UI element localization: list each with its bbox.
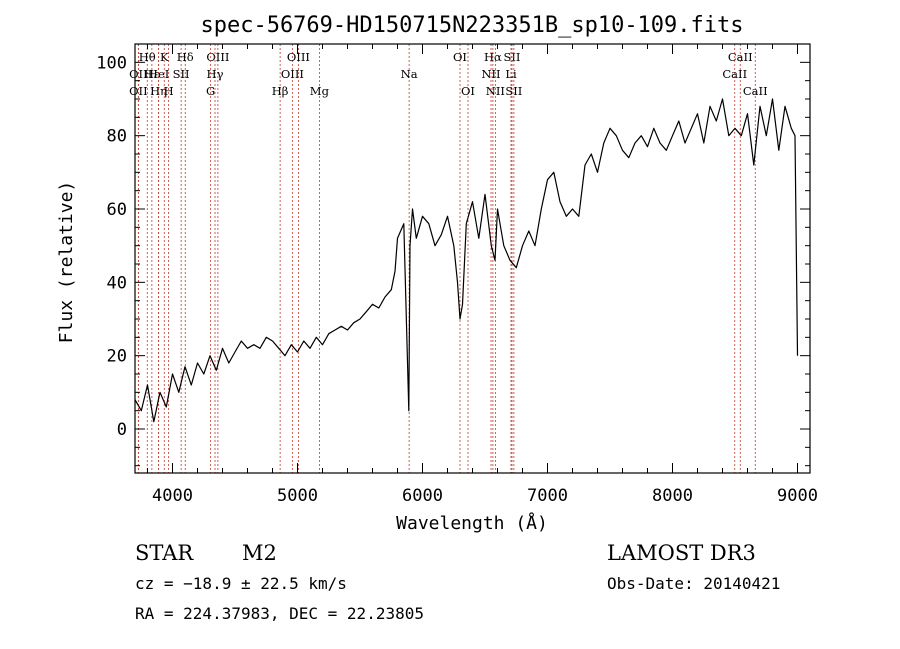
line-marker-label: NII <box>481 67 500 81</box>
y-tick-label: 100 <box>96 53 127 73</box>
line-marker-label: Hδ <box>177 50 194 64</box>
line-marker-label: H <box>164 84 174 98</box>
y-tick-label: 40 <box>107 273 127 293</box>
y-tick-label: 0 <box>117 420 127 440</box>
line-marker-label: Mg <box>310 84 330 98</box>
x-tick-label: 9000 <box>777 486 818 506</box>
x-axis-ticks: 4000 5000 6000 7000 8000 9000 <box>147 44 818 506</box>
y-axis-label: Flux (relative) <box>56 181 77 344</box>
line-marker-label: K <box>160 50 169 64</box>
plot-frame <box>134 43 811 474</box>
line-marker-label: OII <box>129 84 148 98</box>
y-tick-label: 20 <box>107 347 127 367</box>
line-marker-label: Hγ <box>207 67 224 81</box>
line-marker-label: CaII <box>743 84 768 98</box>
line-marker-label: Na <box>401 67 418 81</box>
line-marker-label: NII <box>486 84 505 98</box>
line-marker-label: Hε <box>144 67 160 81</box>
x-axis-label: Wavelength (Å) <box>396 512 548 534</box>
x-tick-label: 7000 <box>527 486 568 506</box>
line-marker-label: Hα <box>484 50 502 64</box>
survey-name: LAMOST DR3 <box>607 541 756 565</box>
x-tick-label: 6000 <box>402 486 443 506</box>
subclass: M2 <box>242 541 277 565</box>
line-marker-label: Hη <box>150 84 167 98</box>
y-axis-ticks: 0 20 40 60 80 100 <box>96 53 810 467</box>
line-marker-label: G <box>206 84 215 98</box>
line-marker-label: CaII <box>722 67 747 81</box>
line-marker-label: Li <box>505 67 517 81</box>
line-marker-label: SII <box>504 50 521 64</box>
line-marker-label: SII <box>173 67 190 81</box>
line-marker-label: OIII <box>281 67 304 81</box>
line-marker-label: HeI <box>148 67 169 81</box>
line-marker-label: Hβ <box>272 84 289 98</box>
line-marker-label: OIII <box>206 50 229 64</box>
line-marker-label: SII <box>505 84 522 98</box>
y-tick-label: 80 <box>107 127 127 147</box>
spectrum-line <box>134 98 799 423</box>
y-tick-label: 60 <box>107 200 127 220</box>
line-marker-label: OI <box>461 84 475 98</box>
x-tick-label: 5000 <box>277 486 318 506</box>
line-marker-label: OI <box>453 50 467 64</box>
line-marker-label: CaII <box>728 50 753 64</box>
x-tick-label: 4000 <box>152 486 193 506</box>
line-marker-label: OIII <box>287 50 310 64</box>
chart-title: spec-56769-HD150715N223351B_sp10-109.fit… <box>200 13 743 38</box>
coordinates: RA = 224.37983, DEC = 22.23805 <box>135 604 424 623</box>
object-class: STAR <box>135 541 194 565</box>
obs-date: Obs-Date: 20140421 <box>607 574 780 593</box>
redshift-readout: cz = −18.9 ± 22.5 km/s <box>135 574 347 593</box>
x-tick-label: 8000 <box>652 486 693 506</box>
